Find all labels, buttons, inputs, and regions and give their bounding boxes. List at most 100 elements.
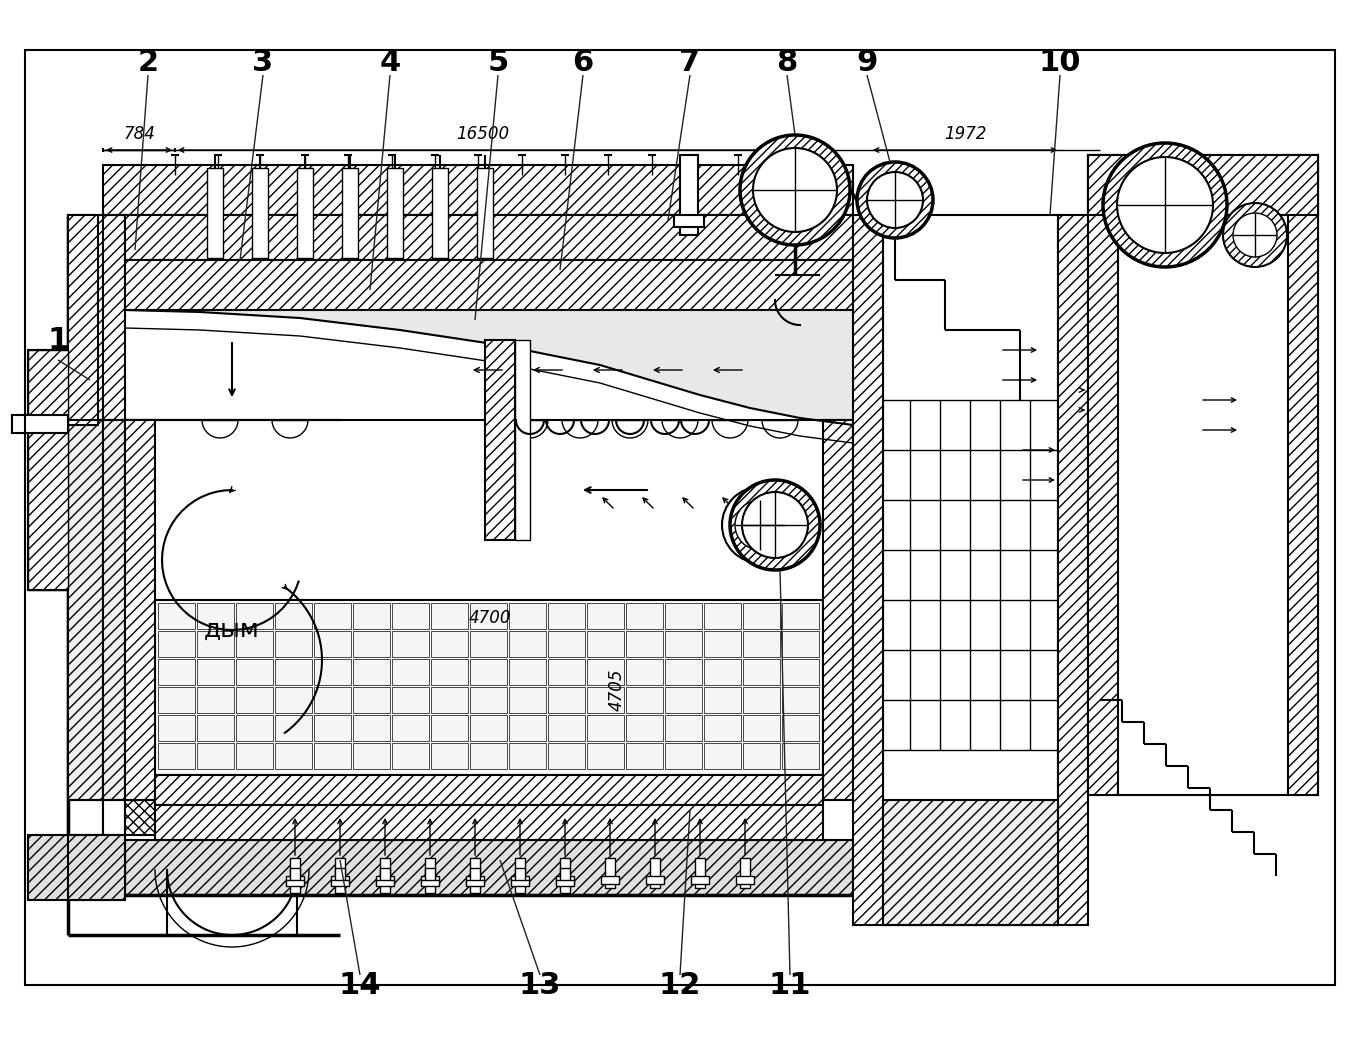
Bar bbox=[276, 715, 312, 741]
Bar bbox=[782, 743, 819, 769]
Bar bbox=[626, 659, 663, 686]
Bar bbox=[421, 880, 439, 886]
Bar bbox=[587, 659, 623, 686]
Bar bbox=[236, 631, 273, 657]
Bar bbox=[477, 168, 493, 258]
Bar bbox=[470, 631, 507, 657]
Bar bbox=[291, 868, 300, 893]
Bar bbox=[555, 876, 574, 884]
Bar bbox=[197, 631, 234, 657]
Bar bbox=[703, 715, 741, 741]
Bar bbox=[29, 350, 68, 590]
Bar bbox=[606, 858, 615, 888]
Bar bbox=[430, 603, 469, 629]
Bar bbox=[158, 715, 196, 741]
Bar bbox=[703, 603, 741, 629]
Bar bbox=[703, 631, 741, 657]
Bar bbox=[736, 876, 754, 884]
Text: 9: 9 bbox=[857, 47, 877, 76]
Bar bbox=[470, 858, 479, 888]
Bar bbox=[125, 420, 340, 800]
Bar bbox=[253, 168, 268, 258]
Bar bbox=[314, 659, 350, 686]
Bar bbox=[695, 858, 705, 888]
Bar bbox=[587, 715, 623, 741]
Bar bbox=[376, 880, 394, 886]
Bar bbox=[12, 415, 68, 433]
Bar bbox=[466, 880, 483, 886]
Bar bbox=[509, 715, 546, 741]
Text: 1: 1 bbox=[48, 325, 69, 354]
Bar bbox=[197, 715, 234, 741]
Bar bbox=[555, 880, 574, 886]
Bar bbox=[353, 687, 390, 713]
Bar bbox=[549, 743, 585, 769]
Bar bbox=[353, 631, 390, 657]
Bar bbox=[387, 168, 403, 258]
Circle shape bbox=[866, 172, 923, 228]
Bar bbox=[342, 168, 359, 258]
Text: 4700: 4700 bbox=[469, 609, 511, 627]
Bar bbox=[103, 420, 125, 835]
Bar bbox=[665, 743, 702, 769]
Text: 16500: 16500 bbox=[456, 125, 509, 143]
Bar bbox=[276, 687, 312, 713]
Bar bbox=[353, 659, 390, 686]
Bar bbox=[549, 659, 585, 686]
Bar bbox=[236, 603, 273, 629]
Bar bbox=[335, 858, 345, 888]
Bar bbox=[1088, 155, 1319, 795]
Bar bbox=[782, 603, 819, 629]
Bar bbox=[287, 876, 304, 884]
Bar bbox=[470, 603, 507, 629]
Text: 10: 10 bbox=[1039, 47, 1081, 76]
Bar bbox=[158, 659, 196, 686]
Bar bbox=[158, 631, 196, 657]
Text: 14: 14 bbox=[338, 971, 382, 999]
Bar bbox=[392, 603, 429, 629]
Bar bbox=[103, 165, 853, 215]
Bar bbox=[740, 858, 750, 888]
Bar bbox=[470, 868, 479, 893]
Text: 7: 7 bbox=[679, 47, 701, 76]
Bar bbox=[430, 631, 469, 657]
Circle shape bbox=[752, 148, 837, 232]
Bar bbox=[853, 215, 883, 925]
Bar bbox=[587, 631, 623, 657]
Bar bbox=[743, 603, 779, 629]
Bar bbox=[158, 603, 196, 629]
Bar bbox=[626, 715, 663, 741]
Text: 5: 5 bbox=[488, 47, 509, 76]
Bar bbox=[353, 715, 390, 741]
Bar bbox=[1287, 155, 1319, 795]
Bar bbox=[587, 743, 623, 769]
Bar bbox=[515, 858, 526, 888]
Bar bbox=[276, 659, 312, 686]
Bar bbox=[68, 215, 103, 835]
Bar bbox=[691, 876, 709, 884]
Bar bbox=[782, 659, 819, 686]
Bar bbox=[430, 715, 469, 741]
Bar bbox=[485, 340, 515, 540]
Circle shape bbox=[731, 480, 820, 570]
Bar bbox=[509, 743, 546, 769]
Circle shape bbox=[1103, 143, 1228, 268]
Bar bbox=[674, 215, 703, 227]
Bar bbox=[425, 858, 435, 888]
Bar bbox=[155, 775, 823, 805]
Text: 11: 11 bbox=[769, 971, 811, 999]
Bar bbox=[155, 600, 823, 775]
Circle shape bbox=[857, 162, 933, 238]
Bar bbox=[155, 805, 823, 840]
Bar bbox=[587, 687, 623, 713]
Bar bbox=[509, 659, 546, 686]
Bar bbox=[276, 743, 312, 769]
Bar bbox=[646, 876, 664, 884]
Text: 13: 13 bbox=[519, 971, 561, 999]
Text: 3: 3 bbox=[253, 47, 273, 76]
Text: дым: дым bbox=[204, 618, 259, 642]
Circle shape bbox=[1233, 213, 1277, 257]
Bar bbox=[626, 603, 663, 629]
Bar bbox=[743, 743, 779, 769]
Bar bbox=[587, 603, 623, 629]
